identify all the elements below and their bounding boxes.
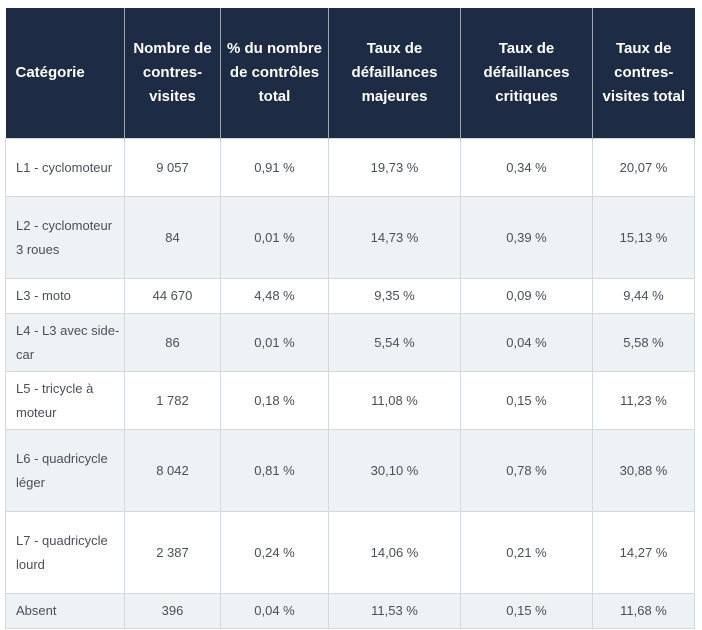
cell-category: Absent xyxy=(5,593,125,629)
cell-critical-rate: 0,04 % xyxy=(460,313,593,372)
header-percent-total: % du nombre de contrôles total xyxy=(220,8,329,139)
cell-category: L4 - L3 avec side-car xyxy=(5,313,125,372)
cell-critical-rate: 0,15 % xyxy=(460,593,593,629)
cell-percent-total: 0,01 % xyxy=(220,196,329,279)
cell-major-rate: 14,06 % xyxy=(328,511,461,594)
cell-total-rate: 5,58 % xyxy=(592,313,695,372)
table-row: L2 - cyclomoteur 3 roues 84 0,01 % 14,73… xyxy=(5,196,695,279)
header-major-failure-rate: Taux de défaillances majeures xyxy=(328,8,461,139)
cell-total-rate: 14,27 % xyxy=(592,511,695,594)
cell-critical-rate: 0,15 % xyxy=(460,371,593,430)
header-row: Catégorie Nombre de contres-visites % du… xyxy=(5,8,695,139)
cell-count: 8 042 xyxy=(124,429,221,512)
header-total-revisit-rate: Taux de contres-visites total xyxy=(592,8,695,139)
cell-critical-rate: 0,34 % xyxy=(460,138,593,197)
cell-count: 84 xyxy=(124,196,221,279)
cell-total-rate: 30,88 % xyxy=(592,429,695,512)
cell-total-rate: 11,68 % xyxy=(592,593,695,629)
table-row: L6 - quadricycle léger 8 042 0,81 % 30,1… xyxy=(5,429,695,512)
cell-percent-total: 0,18 % xyxy=(220,371,329,430)
inspection-stats-table: Catégorie Nombre de contres-visites % du… xyxy=(5,8,695,629)
cell-percent-total: 0,01 % xyxy=(220,313,329,372)
cell-total-rate: 11,23 % xyxy=(592,371,695,430)
cell-category: L7 - quadricycle lourd xyxy=(5,511,125,594)
cell-critical-rate: 0,78 % xyxy=(460,429,593,512)
table-body: L1 - cyclomoteur 9 057 0,91 % 19,73 % 0,… xyxy=(5,138,695,629)
table-header: Catégorie Nombre de contres-visites % du… xyxy=(5,8,695,139)
cell-major-rate: 11,08 % xyxy=(328,371,461,430)
table-row: L7 - quadricycle lourd 2 387 0,24 % 14,0… xyxy=(5,511,695,594)
header-critical-failure-rate: Taux de défaillances critiques xyxy=(460,8,593,139)
header-category: Catégorie xyxy=(5,8,125,139)
cell-major-rate: 14,73 % xyxy=(328,196,461,279)
cell-total-rate: 20,07 % xyxy=(592,138,695,197)
cell-percent-total: 0,91 % xyxy=(220,138,329,197)
cell-major-rate: 30,10 % xyxy=(328,429,461,512)
cell-percent-total: 0,81 % xyxy=(220,429,329,512)
cell-critical-rate: 0,39 % xyxy=(460,196,593,279)
table-row: L3 - moto 44 670 4,48 % 9,35 % 0,09 % 9,… xyxy=(5,278,695,314)
cell-percent-total: 4,48 % xyxy=(220,278,329,314)
cell-category: L6 - quadricycle léger xyxy=(5,429,125,512)
table-row: L1 - cyclomoteur 9 057 0,91 % 19,73 % 0,… xyxy=(5,138,695,197)
stats-table-container: Catégorie Nombre de contres-visites % du… xyxy=(5,8,695,629)
cell-count: 86 xyxy=(124,313,221,372)
cell-total-rate: 15,13 % xyxy=(592,196,695,279)
cell-category: L3 - moto xyxy=(5,278,125,314)
cell-major-rate: 5,54 % xyxy=(328,313,461,372)
cell-major-rate: 19,73 % xyxy=(328,138,461,197)
cell-count: 396 xyxy=(124,593,221,629)
table-row: L4 - L3 avec side-car 86 0,01 % 5,54 % 0… xyxy=(5,313,695,372)
cell-count: 2 387 xyxy=(124,511,221,594)
cell-count: 1 782 xyxy=(124,371,221,430)
cell-percent-total: 0,24 % xyxy=(220,511,329,594)
cell-count: 44 670 xyxy=(124,278,221,314)
table-row: Absent 396 0,04 % 11,53 % 0,15 % 11,68 % xyxy=(5,593,695,629)
cell-critical-rate: 0,21 % xyxy=(460,511,593,594)
table-row: L5 - tricycle à moteur 1 782 0,18 % 11,0… xyxy=(5,371,695,430)
cell-count: 9 057 xyxy=(124,138,221,197)
cell-major-rate: 9,35 % xyxy=(328,278,461,314)
cell-category: L5 - tricycle à moteur xyxy=(5,371,125,430)
cell-category: L2 - cyclomoteur 3 roues xyxy=(5,196,125,279)
cell-critical-rate: 0,09 % xyxy=(460,278,593,314)
cell-total-rate: 9,44 % xyxy=(592,278,695,314)
header-count: Nombre de contres-visites xyxy=(124,8,221,139)
cell-major-rate: 11,53 % xyxy=(328,593,461,629)
cell-category: L1 - cyclomoteur xyxy=(5,138,125,197)
cell-percent-total: 0,04 % xyxy=(220,593,329,629)
